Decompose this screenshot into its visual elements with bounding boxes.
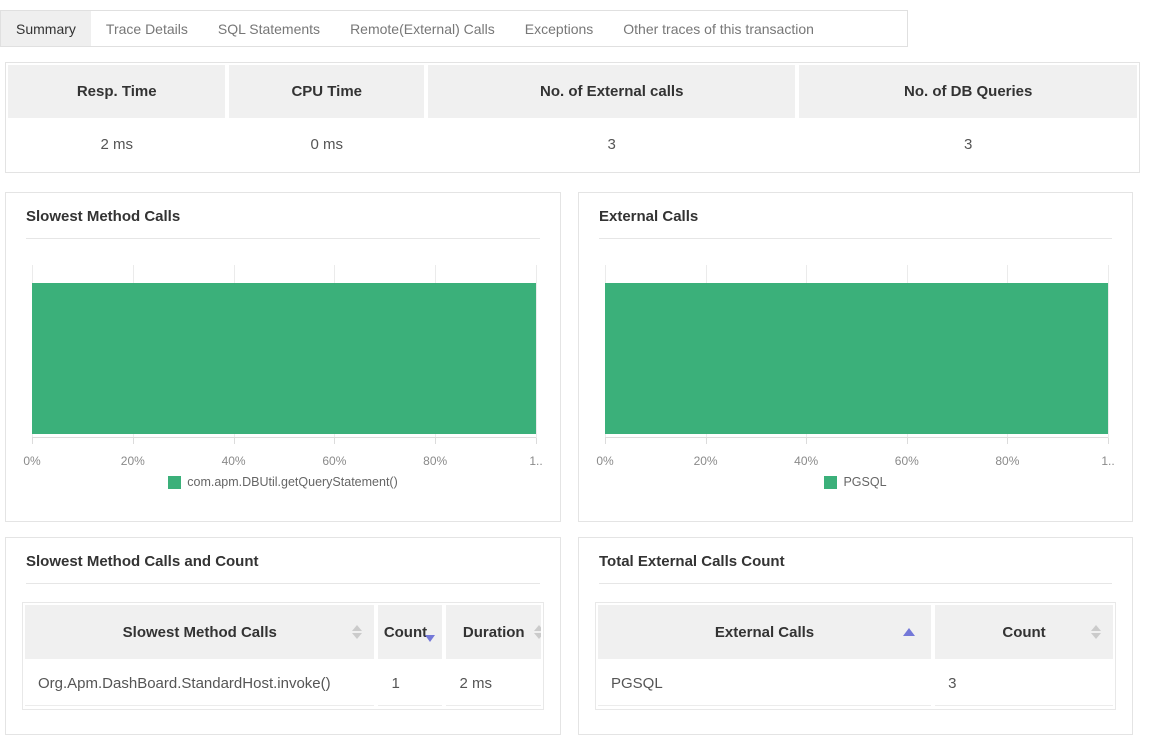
sort-desc-icon — [425, 634, 436, 642]
axis-label: 20% — [120, 454, 145, 468]
stat-value-cpu-time: 0 ms — [310, 135, 343, 153]
axis-tick — [1108, 438, 1109, 444]
cell-count: 3 — [935, 661, 1113, 706]
cell-count: 1 — [378, 661, 443, 706]
axis-label: 1.. — [1101, 454, 1115, 468]
panel-title: Slowest Method Calls — [26, 208, 181, 225]
external-call-bar-segment[interactable] — [605, 283, 1108, 434]
axis-label: 40% — [221, 454, 246, 468]
x-axis-labels: 0% 20% 40% 60% 80% 1.. — [23, 454, 542, 470]
axis-label: 0% — [23, 454, 41, 468]
chart-plot — [605, 265, 1109, 444]
table-header-row: Slowest Method Calls Count Duration — [25, 605, 541, 659]
panel-divider — [599, 583, 1112, 584]
stat-value-db-queries: 3 — [964, 135, 973, 153]
x-axis-line — [32, 437, 536, 438]
column-header-label: Count — [383, 623, 428, 641]
tab-summary[interactable]: Summary — [1, 11, 91, 46]
axis-tick — [906, 438, 908, 444]
axis-tick — [233, 438, 235, 444]
sort-icon — [1090, 624, 1101, 640]
stat-header-db-queries: No. of DB Queries — [799, 65, 1137, 118]
axis-tick — [132, 438, 134, 444]
table-row: Org.Apm.DashBoard.StandardHost.invoke() … — [25, 661, 541, 706]
legend-label: PGSQL — [843, 475, 887, 489]
axis-tick — [536, 438, 537, 444]
axis-label: 40% — [794, 454, 819, 468]
legend-item-method[interactable]: com.apm.DBUtil.getQueryStatement() — [6, 475, 560, 489]
stat-value-external-calls: 3 — [607, 135, 616, 153]
tab-exceptions[interactable]: Exceptions — [524, 20, 594, 37]
panel-title: External Calls — [599, 208, 699, 225]
panel-title: Total External Calls Count — [599, 553, 785, 570]
chart-plot — [32, 265, 537, 444]
legend-swatch-icon — [168, 475, 182, 489]
sort-icon — [352, 624, 363, 640]
axis-label: 60% — [322, 454, 347, 468]
column-header-label: Slowest Method Calls — [122, 623, 277, 641]
stat-header-external-calls: No. of External calls — [428, 65, 796, 118]
cell-external-call-name: PGSQL — [598, 661, 932, 706]
tab-other-traces[interactable]: Other traces of this transaction — [623, 20, 814, 37]
table-header-row: External Calls Count — [598, 605, 1113, 659]
tab-trace-details[interactable]: Trace Details — [105, 20, 188, 37]
slowest-method-calls-count-panel: Slowest Method Calls and Count Slowest M… — [5, 537, 561, 735]
column-header-slowest-method-calls[interactable]: Slowest Method Calls — [25, 605, 375, 659]
stat-header-resp-time: Resp. Time — [8, 65, 226, 118]
panel-divider — [26, 238, 540, 239]
panel-divider — [26, 583, 540, 584]
sort-asc-icon — [903, 628, 916, 636]
sort-icon — [534, 624, 541, 640]
axis-label: 80% — [423, 454, 448, 468]
tab-remote-external-calls[interactable]: Remote(External) Calls — [350, 20, 495, 37]
x-axis-labels: 0% 20% 40% 60% 80% 1.. — [596, 454, 1114, 470]
axis-tick — [806, 438, 808, 444]
axis-label: 20% — [693, 454, 718, 468]
axis-label: 1.. — [529, 454, 543, 468]
summary-stats-value-row: 2 ms 0 ms 3 3 — [8, 118, 1137, 170]
column-header-label: Count — [1002, 623, 1046, 641]
gridline — [1108, 265, 1109, 438]
external-calls-chart-panel: External Calls 0% 20% 40% 60% 80% 1.. PG… — [578, 192, 1133, 522]
gridline — [536, 265, 537, 438]
table-row: PGSQL 3 — [598, 661, 1113, 706]
column-header-label: Duration — [462, 623, 525, 641]
axis-label: 80% — [995, 454, 1020, 468]
method-call-bar-segment[interactable] — [32, 283, 536, 434]
tab-sql-statements[interactable]: SQL Statements — [217, 20, 321, 37]
axis-tick — [1007, 438, 1009, 444]
column-header-external-calls[interactable]: External Calls — [598, 605, 932, 659]
axis-label: 0% — [596, 454, 614, 468]
slowest-method-calls-chart-panel: Slowest Method Calls 0% 20% 40% 60% 80% … — [5, 192, 561, 522]
total-external-calls-count-panel: Total External Calls Count External Call… — [578, 537, 1133, 735]
axis-tick — [705, 438, 707, 444]
external-calls-count-table: External Calls Count PGSQL 3 — [595, 602, 1116, 710]
x-axis-line — [605, 437, 1108, 438]
slowest-method-calls-table: Slowest Method Calls Count Duration Org.… — [22, 602, 544, 710]
legend-label: com.apm.DBUtil.getQueryStatement() — [187, 475, 398, 489]
axis-tick — [435, 438, 437, 444]
axis-tick — [605, 438, 606, 444]
trace-tab-bar: Summary Trace Details SQL Statements Rem… — [0, 10, 908, 47]
column-header-label: External Calls — [714, 623, 815, 641]
panel-title: Slowest Method Calls and Count — [26, 553, 259, 570]
column-header-count[interactable]: Count — [935, 605, 1113, 659]
legend-swatch-icon — [824, 475, 838, 489]
panel-divider — [599, 238, 1112, 239]
summary-stats-header-row: Resp. Time CPU Time No. of External call… — [8, 65, 1137, 118]
axis-label: 60% — [894, 454, 919, 468]
cell-duration: 2 ms — [446, 661, 541, 706]
stat-value-resp-time: 2 ms — [100, 135, 133, 153]
cell-method-name: Org.Apm.DashBoard.StandardHost.invoke() — [25, 661, 375, 706]
column-header-count[interactable]: Count — [378, 605, 443, 659]
axis-tick — [334, 438, 336, 444]
legend-item-pgsql[interactable]: PGSQL — [579, 475, 1132, 489]
summary-stats-table: Resp. Time CPU Time No. of External call… — [5, 62, 1140, 173]
axis-tick — [32, 438, 33, 444]
column-header-duration[interactable]: Duration — [446, 605, 541, 659]
stat-header-cpu-time: CPU Time — [229, 65, 425, 118]
